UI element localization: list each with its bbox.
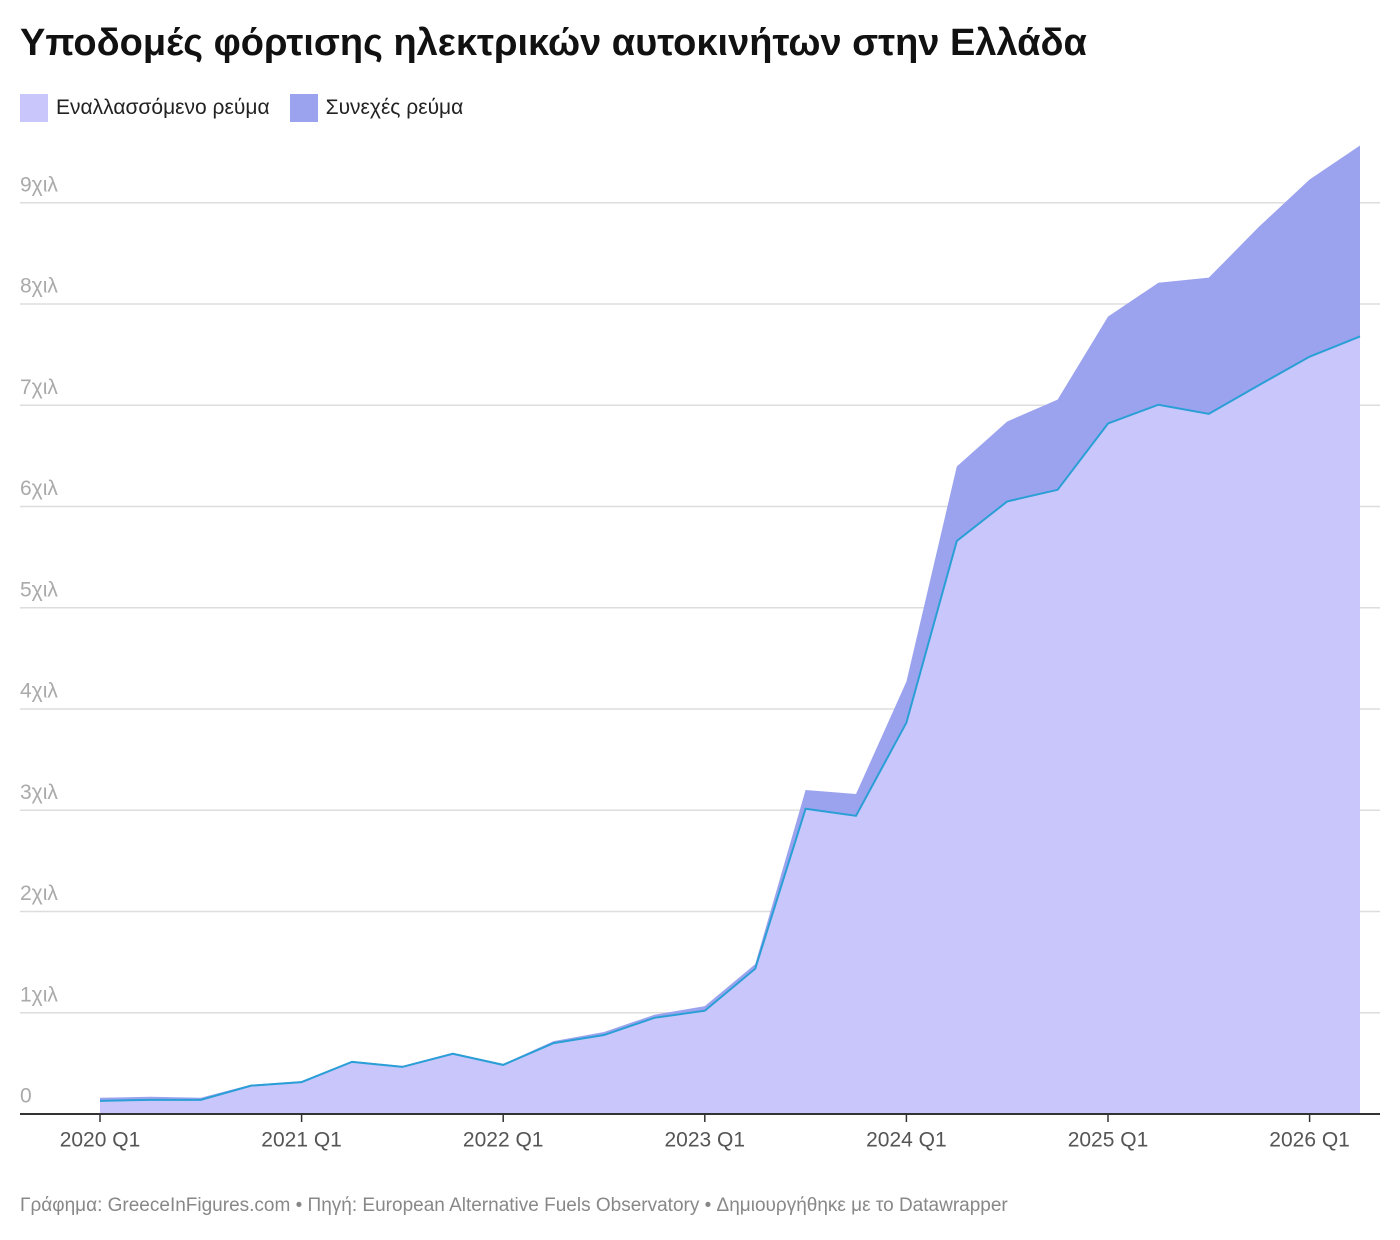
chart-title: Υποδομές φόρτισης ηλεκτρικών αυτοκινήτων…: [20, 22, 1087, 64]
footer: Γράφημα: GreeceInFigures.com • Πηγή: Eur…: [20, 1195, 1008, 1216]
x-tick-label: 2025 Q1: [1068, 1129, 1149, 1152]
area: [100, 336, 1360, 1114]
legend-item: Εναλλασσόμενο ρεύμα: [20, 94, 270, 122]
legend-swatch: [289, 94, 318, 122]
legend-label: Εναλλασσόμενο ρεύμα: [56, 96, 270, 119]
legend: Εναλλασσόμενο ρεύμα Συνεχές ρεύμα: [20, 94, 463, 122]
y-tick-label: 8χιλ: [20, 275, 58, 298]
y-tick-label: 9χιλ: [20, 173, 58, 196]
y-tick-label: 0: [20, 1085, 32, 1108]
legend-item: Συνεχές ρεύμα: [289, 94, 464, 122]
y-tick-label: 3χιλ: [20, 781, 58, 804]
x-tick-label: 2021 Q1: [261, 1129, 342, 1152]
y-tick-label: 4χιλ: [20, 680, 58, 703]
y-tick-label: 1χιλ: [20, 983, 58, 1006]
legend-label: Συνεχές ρεύμα: [325, 96, 464, 119]
y-tick-label: 7χιλ: [20, 376, 58, 399]
y-tick-label: 6χιλ: [20, 477, 58, 500]
x-tick-label: 2023 Q1: [665, 1129, 746, 1152]
x-tick-label: 2024 Q1: [866, 1129, 947, 1152]
legend-swatch: [20, 94, 48, 122]
line: [99, 335, 1361, 1102]
chart: 0 1χιλ 2χιλ 3χιλ 4χιλ 5χιλ 6χιλ 7χιλ 8χιλ 9χιλ 202…: [20, 145, 1380, 1152]
x-tick-label: 2026 Q1: [1269, 1129, 1350, 1152]
y-tick-label: 5χιλ: [20, 578, 58, 601]
y-tick-label: 2χιλ: [20, 882, 58, 905]
x-tick-label: 2020 Q1: [60, 1129, 141, 1152]
x-tick-label: 2022 Q1: [463, 1129, 544, 1152]
